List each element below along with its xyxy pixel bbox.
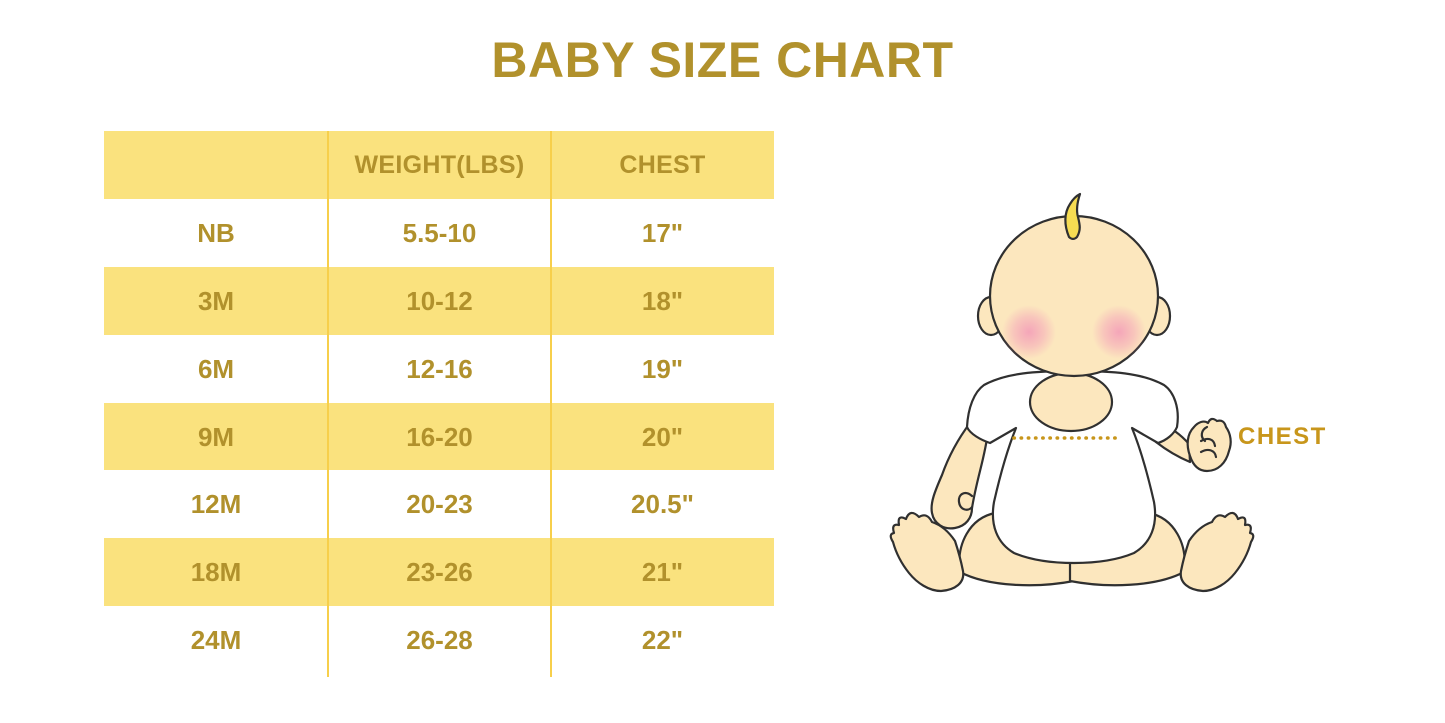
chest-cell: 18"	[641, 285, 684, 316]
fist-finger-line-2	[1199, 448, 1218, 459]
column-divider-2	[549, 131, 552, 678]
weight-cell: 20-23	[406, 489, 473, 520]
table-row: 24M 26-28 22"	[104, 606, 774, 674]
size-cell: NB	[197, 217, 235, 248]
size-cell: 3M	[197, 285, 235, 316]
weight-cell: 16-20	[406, 421, 473, 452]
chest-cell: 20.5"	[631, 489, 694, 520]
table-header-row: WEIGHT(LBS) CHEST	[104, 131, 774, 199]
left-hand-finger-line	[957, 492, 974, 511]
left-foot	[889, 511, 965, 593]
table-row: 18M 23-26 21"	[104, 538, 774, 607]
table-row: 12M 20-23 20.5"	[104, 470, 774, 538]
fist-thumb-line	[1200, 425, 1209, 443]
weight-cell: 23-26	[406, 557, 473, 588]
chest-cell: 21"	[641, 557, 684, 588]
baby-illustration	[889, 192, 1255, 593]
right-blush	[1092, 305, 1146, 359]
size-cell: 12M	[190, 489, 242, 520]
weight-cell: 26-28	[406, 625, 473, 656]
right-foot	[1179, 511, 1255, 593]
table-row: 3M 10-12 18"	[104, 266, 774, 335]
chest-cell: 17"	[641, 217, 684, 248]
size-cell: 18M	[190, 557, 242, 588]
size-cell: 24M	[190, 625, 242, 656]
page-title: BABY SIZE CHART	[491, 32, 954, 88]
size-cell: 6M	[197, 353, 235, 384]
right-fist	[1186, 417, 1232, 473]
baby-neck	[1028, 371, 1114, 433]
table-row: 6M 12-16 19"	[104, 335, 774, 403]
chest-cell: 19"	[641, 353, 684, 384]
chest-cell: 22"	[641, 625, 684, 656]
weight-cell: 12-16	[406, 353, 473, 384]
hair-curl-icon	[1064, 192, 1082, 240]
weight-cell: 10-12	[406, 285, 473, 316]
header-weight: WEIGHT(LBS)	[354, 150, 525, 179]
table-row: NB 5.5-10 17"	[104, 199, 774, 267]
header-chest: CHEST	[619, 150, 706, 179]
size-cell: 9M	[197, 421, 235, 452]
left-blush	[1002, 305, 1056, 359]
column-divider-1	[326, 131, 329, 678]
table-row: 9M 16-20 20"	[104, 402, 774, 471]
weight-cell: 5.5-10	[402, 217, 477, 248]
chest-measure-label: CHEST	[1238, 423, 1327, 450]
chest-cell: 20"	[641, 421, 684, 452]
size-table: WEIGHT(LBS) CHEST NB 5.5-10 17" 3M 10-12…	[104, 131, 774, 678]
